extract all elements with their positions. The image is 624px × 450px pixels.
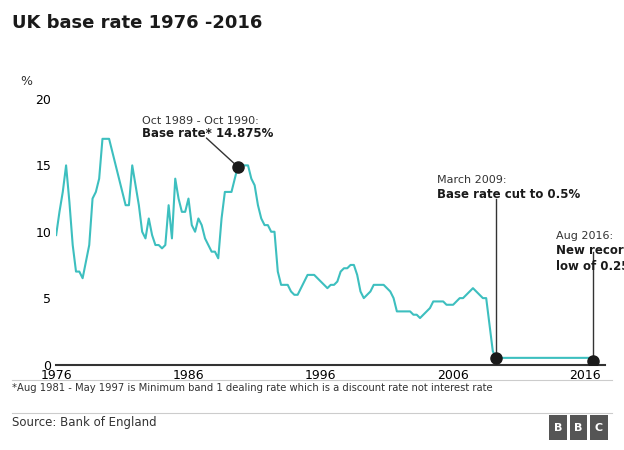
Text: C: C [595,423,603,433]
Text: Base rate cut to 0.5%: Base rate cut to 0.5% [437,188,580,201]
Text: B: B [574,423,583,433]
Text: UK base rate 1976 -2016: UK base rate 1976 -2016 [12,14,263,32]
Text: *Aug 1981 - May 1997 is Minimum band 1 dealing rate which is a discount rate not: *Aug 1981 - May 1997 is Minimum band 1 d… [12,383,493,393]
Text: Oct 1989 - Oct 1990:: Oct 1989 - Oct 1990: [142,116,259,126]
Text: Aug 2016:: Aug 2016: [557,231,613,241]
Text: low of 0.25%: low of 0.25% [557,260,624,273]
Text: B: B [553,423,562,433]
Text: New record: New record [557,244,624,257]
Text: Source: Bank of England: Source: Bank of England [12,416,157,429]
Text: %: % [21,76,32,88]
Text: Base rate* 14.875%: Base rate* 14.875% [142,127,273,140]
Text: March 2009:: March 2009: [437,176,507,185]
